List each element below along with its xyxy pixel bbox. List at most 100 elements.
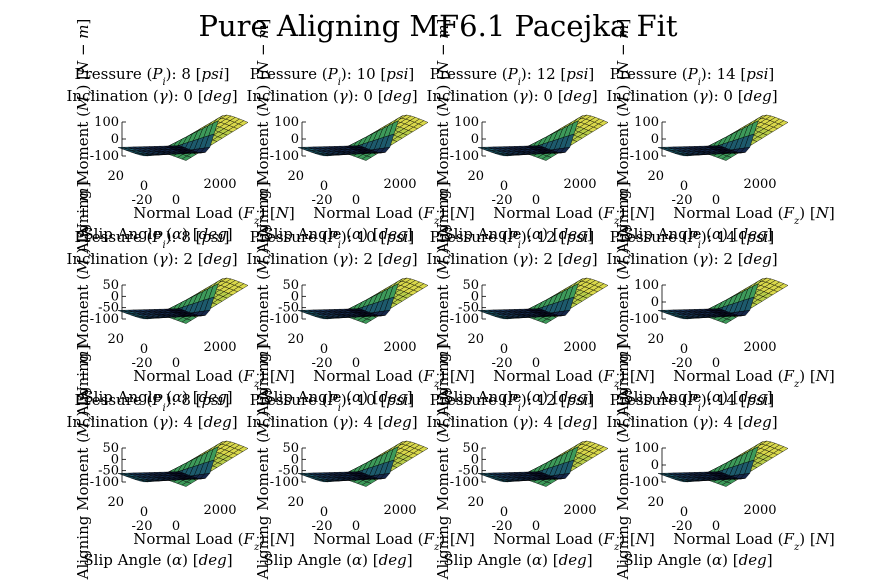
z-axis-label: Aligning Moment (Mz) [N − m] <box>254 182 277 418</box>
z-tick-label: 0 <box>291 289 299 304</box>
subplot-r2-c2: Pressure (Pi): 10 [psi] Inclination (γ): … <box>246 182 474 418</box>
z-tick-label: 0 <box>471 132 479 147</box>
z-tick-label: -100 <box>90 149 119 164</box>
x-tick-label: 0 <box>532 356 540 371</box>
z-axis-label: Aligning Moment (Mz) [N − m] <box>254 19 277 255</box>
z-axis-label: Aligning Moment (Mz) [N − m] <box>74 19 97 255</box>
y-tick-label: -20 <box>492 193 513 208</box>
surface-mesh <box>477 440 609 487</box>
y-tick-label: -20 <box>672 519 693 534</box>
z-tick-label: 0 <box>111 132 119 147</box>
surface-mesh <box>477 114 609 161</box>
z-tick-label: -50 <box>458 464 479 479</box>
z-tick-label: 0 <box>651 132 659 147</box>
y-tick-label: 20 <box>287 169 304 184</box>
subplot-r1-c1: Pressure (Pi): 8 [psi]Inclination (γ): 0… <box>66 19 294 255</box>
y-axis-label: Slip Angle (α) [deg] <box>623 551 772 569</box>
z-axis-label: Aligning Moment (Mz) [N − m] <box>74 182 97 418</box>
z-tick-label: 0 <box>471 289 479 304</box>
x-tick-label: 2000 <box>203 503 236 518</box>
subplot-grid: Pressure (Pi): 8 [psi] Inclination (γ): 0… <box>66 19 834 581</box>
subplot-title-pressure: Pressure (Pi): 8 [psi] <box>75 228 230 251</box>
x-tick-label: 0 <box>352 193 360 208</box>
y-tick-label: 20 <box>107 169 124 184</box>
z-tick-label: -100 <box>90 312 119 327</box>
surface-mesh <box>117 277 249 324</box>
y-tick-label: 0 <box>500 505 508 520</box>
subplot-r3-c3: Pressure (Pi): 12 [psi]Inclination (γ): … <box>426 345 654 581</box>
x-tick-label: 2000 <box>743 340 776 355</box>
y-tick-label: 20 <box>107 332 124 347</box>
subplot-title-pressure: Pressure (Pi): 10 [psi] <box>250 391 415 414</box>
y-tick-label: 20 <box>467 169 484 184</box>
subplot-title-pressure: Pressure (Pi): 12 [psi] <box>430 228 595 251</box>
z-tick-label: 100 <box>454 115 479 130</box>
subplot-title-inclination: Inclination (γ): 0 [deg] <box>426 87 597 105</box>
y-tick-label: -20 <box>132 193 153 208</box>
subplot-title-inclination: Inclination (γ): 4 [deg] <box>246 413 417 431</box>
x-axis-label: Normal Load (Fz) [N] <box>493 204 654 227</box>
y-axis-label: Slip Angle (α) [deg] <box>83 388 232 406</box>
subplot-title-pressure: Pressure (Pi): 14 [psi] <box>610 391 775 414</box>
y-tick-label: -20 <box>492 356 513 371</box>
x-tick-label: 2000 <box>383 340 416 355</box>
z-tick-label: -100 <box>630 312 659 327</box>
z-tick-label: 50 <box>102 441 119 456</box>
z-axis-label: Aligning Moment (Mz) [N − m] <box>614 182 637 418</box>
z-axis-label: Aligning Moment (Mz) [N − m] <box>614 345 637 581</box>
y-axis-label: Slip Angle (α) [deg] <box>443 388 592 406</box>
subplot-title-inclination: Inclination (γ): 4 [deg] <box>66 413 237 431</box>
x-tick-label: 2000 <box>563 503 596 518</box>
subplot-title-inclination: Inclination (γ): 4 [deg] <box>426 413 597 431</box>
surface-mesh <box>477 277 609 324</box>
subplot-title-pressure: Pressure (Pi): 12 [psi] <box>430 65 595 88</box>
y-tick-label: -20 <box>492 519 513 534</box>
y-tick-label: 20 <box>287 495 304 510</box>
subplot-title-inclination: Inclination (γ): 2 [deg] <box>246 250 417 268</box>
z-tick-label: 100 <box>94 115 119 130</box>
z-axis-label: Aligning Moment (Mz) [N − m] <box>614 19 637 255</box>
z-tick-label: 0 <box>291 132 299 147</box>
x-tick-label: 0 <box>532 519 540 534</box>
x-tick-label: 2000 <box>743 503 776 518</box>
x-tick-label: 0 <box>172 193 180 208</box>
y-tick-label: 0 <box>320 179 328 194</box>
z-tick-label: -50 <box>278 301 299 316</box>
subplot-title-inclination: Inclination (γ): 2 [deg] <box>426 250 597 268</box>
subplot-title-inclination: Inclination (γ): 4 [deg] <box>606 413 777 431</box>
y-tick-label: -20 <box>132 519 153 534</box>
subplot-title-pressure: Pressure (Pi): 10 [psi] <box>250 65 415 88</box>
subplot-title-inclination: Inclination (γ): 2 [deg] <box>606 250 777 268</box>
surface-mesh <box>297 277 429 324</box>
subplot-title-pressure: Pressure (Pi): 12 [psi] <box>430 391 595 414</box>
x-tick-label: 2000 <box>383 503 416 518</box>
z-tick-label: 0 <box>471 452 479 467</box>
y-tick-label: -20 <box>312 356 333 371</box>
z-tick-label: 0 <box>111 452 119 467</box>
y-tick-label: 0 <box>500 342 508 357</box>
y-axis-label: Slip Angle (α) [deg] <box>263 225 412 243</box>
z-tick-label: 100 <box>274 115 299 130</box>
subplot-r1-c3: Pressure (Pi): 12 [psi]Inclination (γ): … <box>426 19 654 255</box>
z-tick-label: -100 <box>270 312 299 327</box>
y-axis-label: Slip Angle (α) [deg] <box>83 551 232 569</box>
y-tick-label: 20 <box>647 495 664 510</box>
subplot-r3-c4: Pressure (Pi): 14 [psi]Inclination (γ): … <box>606 345 834 581</box>
x-axis-label: Normal Load (Fz) [N] <box>133 530 294 553</box>
z-tick-label: -100 <box>270 149 299 164</box>
y-axis-label: Slip Angle (α) [deg] <box>443 551 592 569</box>
y-tick-label: 0 <box>320 505 328 520</box>
x-axis-label: Normal Load (Fz) [N] <box>313 367 474 390</box>
z-tick-label: 100 <box>634 441 659 456</box>
x-axis-label: Normal Load (Fz) [N] <box>133 367 294 390</box>
z-tick-label: 0 <box>651 295 659 310</box>
z-tick-label: -100 <box>630 475 659 490</box>
x-tick-label: 0 <box>352 356 360 371</box>
y-tick-label: -20 <box>672 193 693 208</box>
surface-mesh <box>117 440 249 487</box>
subplot-r1-c2: Pressure (Pi): 10 [psi]Inclination (γ): … <box>246 19 474 255</box>
x-tick-label: 0 <box>712 356 720 371</box>
subplot-r2-c3: Pressure (Pi): 12 [psi]Inclination (γ): … <box>426 182 654 418</box>
z-tick-label: -100 <box>270 475 299 490</box>
y-tick-label: 0 <box>140 505 148 520</box>
